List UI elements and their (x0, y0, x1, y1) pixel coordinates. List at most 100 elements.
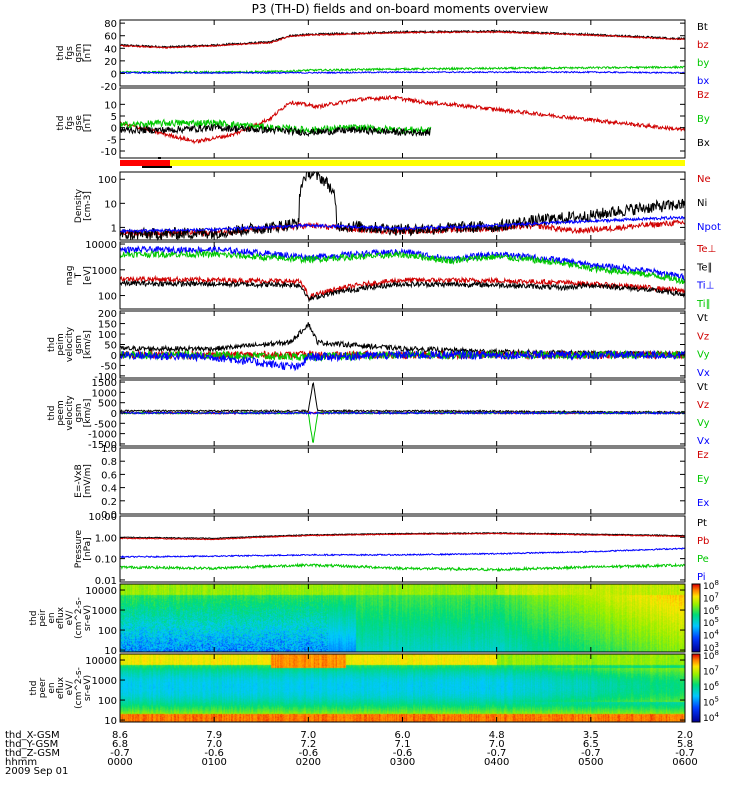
legend-entry: Bt (697, 22, 708, 33)
series-line-bz (119, 30, 686, 50)
y-tick-label: 10 (104, 100, 117, 111)
x-tick-value: -0.7 (581, 748, 601, 759)
y-axis-label: [cm-3] (83, 191, 93, 221)
legend-entry: Pt (697, 518, 707, 529)
legend-entry: Vz (697, 331, 709, 342)
x-tick-value: 8.6 (112, 730, 128, 741)
x-tick-value: 0100 (201, 757, 226, 768)
y-tick-label: 5 (111, 112, 117, 123)
x-tick-value: -0.6 (204, 748, 224, 759)
x-tick-value: 3.5 (583, 730, 599, 741)
series-line-Vx (119, 410, 686, 416)
y-tick-label: 1.0 (101, 444, 117, 455)
y-tick-label: 10000 (85, 656, 117, 667)
y-axis-label: gse (74, 115, 84, 131)
y-axis-label: E=-VxB (74, 464, 84, 498)
y-axis-label: velocity (65, 395, 75, 431)
y-tick-label: -500 (94, 419, 117, 430)
x-tick-value: 7.0 (206, 739, 222, 750)
panel-frame (119, 19, 686, 87)
y-axis-label: [nT] (83, 44, 93, 62)
y-axis-label: gsm (74, 43, 84, 62)
legend-entry: Vy (697, 418, 710, 429)
colorbar-tick-label: 106 (703, 604, 719, 617)
y-tick-label: 0 (111, 69, 117, 80)
legend-entry: Vy (697, 350, 710, 361)
y-tick-label: 100 (98, 292, 117, 303)
y-tick-label: 50 (104, 341, 117, 352)
y-tick-label: 10000 (85, 240, 117, 251)
y-axis-label: peim (56, 333, 66, 356)
y-tick-label: -10 (101, 147, 117, 158)
legend-entry: by (697, 58, 709, 69)
legend-entry: bz (697, 40, 709, 51)
series-line-Pe (119, 547, 686, 559)
plot-title: P3 (TH-D) fields and on-board moments ov… (252, 2, 549, 16)
y-tick-label: -50 (101, 361, 117, 372)
y-axis-label: mag (65, 266, 75, 286)
legend-entry: Pb (697, 536, 709, 547)
x-tick-value: 0200 (296, 757, 321, 768)
colorbar-peir_spectrogram (692, 584, 700, 652)
x-tick-value: 5.8 (677, 739, 693, 750)
y-tick-label: -5 (107, 135, 117, 146)
y-tick-label: -20 (101, 82, 117, 93)
x-row-label: 2009 Sep 01 (5, 766, 68, 777)
series-line-Pb (119, 532, 686, 541)
y-tick-label: 10000 (85, 586, 117, 597)
legend-entry: Ne (697, 174, 711, 185)
panel-temperature: 100 1000 10000 mag T [eV] Te⊥ Te∥ Ti⊥ Ti∥ (65, 240, 716, 310)
legend-entry: Vt (697, 313, 708, 324)
y-axis-label: (cm^2-s- (74, 597, 84, 639)
legend-entry: Vx (697, 436, 710, 447)
series-line-Bx (119, 122, 431, 138)
legend-entry: Ez (697, 450, 709, 461)
y-axis-label: thd (56, 46, 66, 61)
series-line-bx (119, 70, 686, 75)
y-axis-label: Pressure (74, 529, 84, 568)
x-row-label: thd_Z-GSM (5, 748, 60, 759)
colorbar-tick-label: 106 (703, 680, 719, 693)
y-axis-label: sr-eV) (83, 675, 93, 701)
colorbar-peer_spectrogram (692, 654, 700, 722)
legend-entry: Ti∥ (696, 299, 711, 310)
spectrogram-image-peer_spectrogram (120, 654, 685, 722)
colorbar-frame (691, 583, 701, 653)
legend-entry: Pi (697, 572, 706, 583)
colorbar-tick-label: 105 (703, 696, 719, 709)
x-tick-value: 0500 (578, 757, 603, 768)
panel-density: 1 10 100 Density [cm-3] Ne Ni Npot (74, 170, 721, 242)
x-tick-value: -0.7 (487, 748, 507, 759)
y-tick-label: 1000 (92, 606, 117, 617)
panel-frame (119, 515, 686, 583)
y-tick-label: 10 (104, 716, 117, 727)
y-axis-label: en (47, 612, 57, 623)
series-line-Pi (119, 562, 686, 573)
y-axis-label: Density (74, 188, 84, 223)
y-tick-label: 60 (104, 32, 117, 43)
y-axis-label: velocity (65, 326, 75, 362)
y-tick-label: -100 (94, 372, 117, 383)
y-tick-label: 1000 (92, 266, 117, 277)
legend-entry: Ey (697, 474, 709, 485)
x-tick-value: 4.8 (489, 730, 505, 741)
y-axis-label: fgs (65, 116, 75, 130)
x-tick-value: 6.5 (583, 739, 599, 750)
y-tick-label: 20 (104, 57, 117, 68)
panel-pressure: 0.01 0.10 1.00 10.00 Pressure [nPa] Pt Pb Pe Pi (74, 512, 709, 587)
x-tick-value: 0000 (107, 757, 132, 768)
legend-entry: Vz (697, 400, 709, 411)
series-line-Te⊥ (119, 274, 686, 301)
y-tick-label: -1000 (88, 430, 117, 441)
colorbar-tick-label: 105 (703, 616, 719, 629)
y-tick-label: 100 (98, 696, 117, 707)
x-tick-value: -0.6 (299, 748, 319, 759)
status-bar (120, 157, 685, 168)
y-axis-label: thd (47, 406, 57, 421)
y-axis-label: thd (29, 681, 39, 696)
y-axis-label: en (47, 682, 57, 693)
